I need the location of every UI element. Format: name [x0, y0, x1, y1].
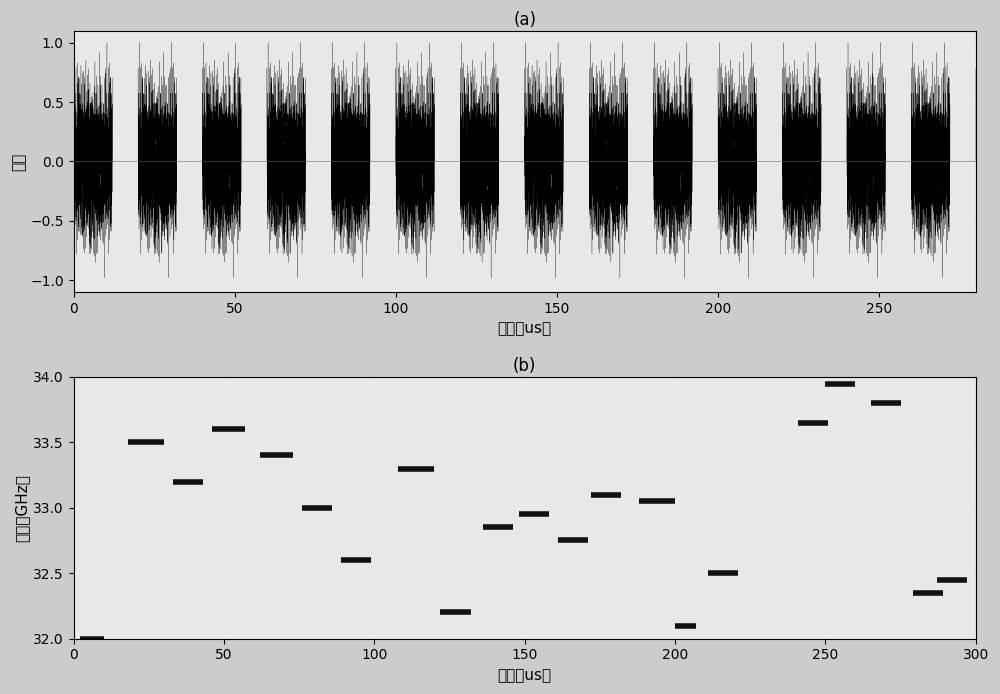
Y-axis label: 幅度: 幅度 [11, 153, 26, 171]
Title: (a): (a) [513, 11, 536, 29]
Title: (b): (b) [513, 357, 536, 375]
Y-axis label: 载频（GHz）: 载频（GHz） [14, 474, 29, 542]
X-axis label: 时间（us）: 时间（us） [498, 321, 552, 337]
X-axis label: 时间（us）: 时间（us） [498, 668, 552, 683]
